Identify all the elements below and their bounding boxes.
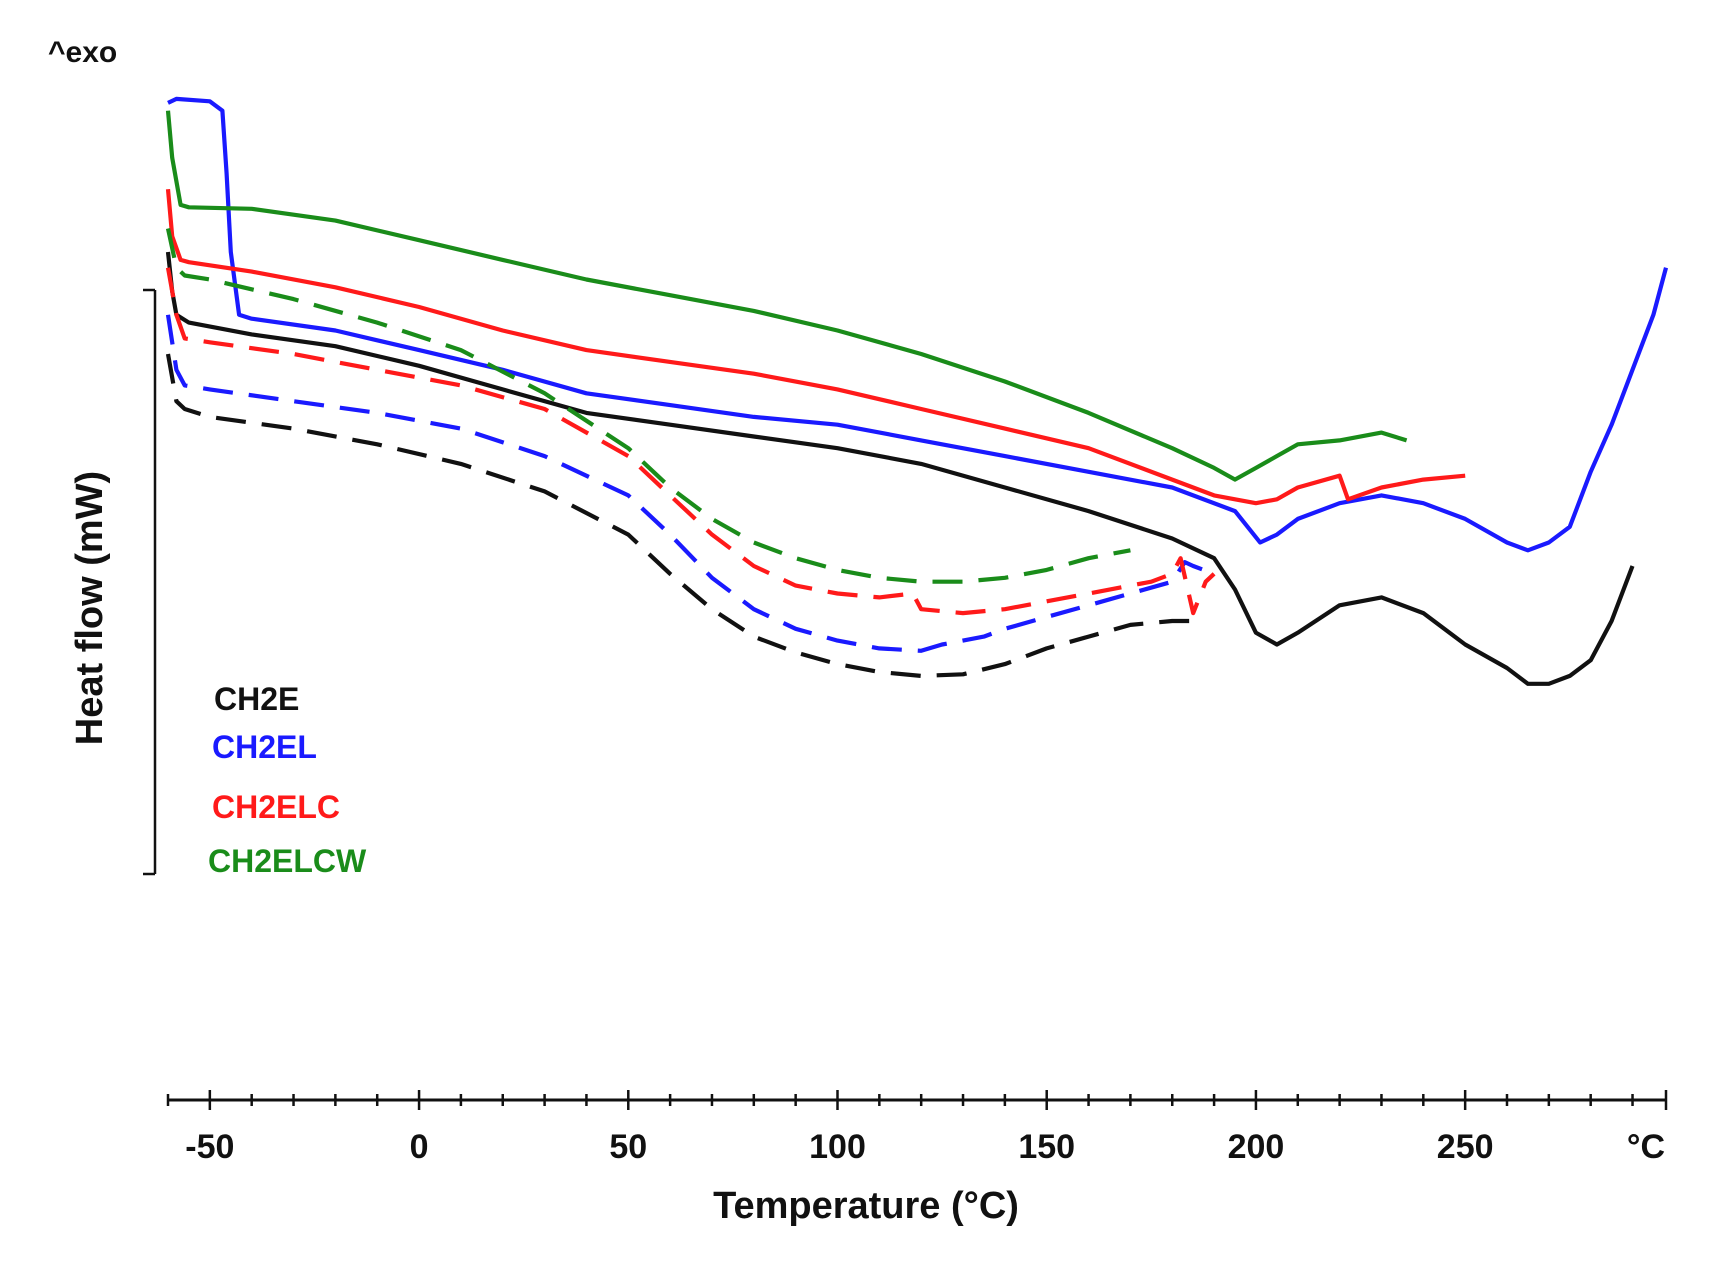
series-line-ch2el-dashed <box>165 314 1215 653</box>
x-ticks <box>166 1090 1668 1110</box>
series-line-ch2e <box>165 251 1635 686</box>
x-unit-label: °C <box>1627 1128 1665 1166</box>
y-axis-label: Heat flow (mW) <box>69 471 111 745</box>
x-tick-label: 50 <box>609 1128 647 1166</box>
series-line-ch2e-dashed <box>165 353 1194 678</box>
legend-entry-ch2e: CH2E <box>214 681 299 717</box>
legend-entry-ch2el: CH2EL <box>212 729 317 765</box>
y-scale-bracket <box>143 288 157 876</box>
series-line-ch2elc-dashed <box>165 267 1216 616</box>
exo-label: ^exo <box>48 36 117 69</box>
series-line-ch2elcw-dashed <box>165 228 1131 584</box>
x-tick-labels: -50 0 50 100 150 200 250 <box>185 1128 1493 1166</box>
legend-entry-ch2elc: CH2ELC <box>212 789 340 825</box>
legend-entry-ch2elcw: CH2ELCW <box>208 843 367 879</box>
x-tick-label: 250 <box>1437 1128 1494 1166</box>
x-tick-label: 150 <box>1018 1128 1075 1166</box>
x-tick-label: 100 <box>809 1128 866 1166</box>
series-line-ch2elcw <box>165 110 1408 482</box>
x-axis: -50 0 50 100 150 200 250 °C <box>166 1090 1668 1166</box>
legend: CH2E CH2EL CH2ELC CH2ELCW <box>208 681 367 879</box>
plot-area <box>165 96 1669 686</box>
series-line-ch2elc <box>165 189 1466 506</box>
x-tick-label: 0 <box>410 1128 429 1166</box>
x-tick-label: -50 <box>185 1128 234 1166</box>
x-tick-label: 200 <box>1228 1128 1285 1166</box>
x-axis-label: Temperature (°C) <box>713 1185 1019 1227</box>
series-line-ch2el <box>167 96 1669 553</box>
